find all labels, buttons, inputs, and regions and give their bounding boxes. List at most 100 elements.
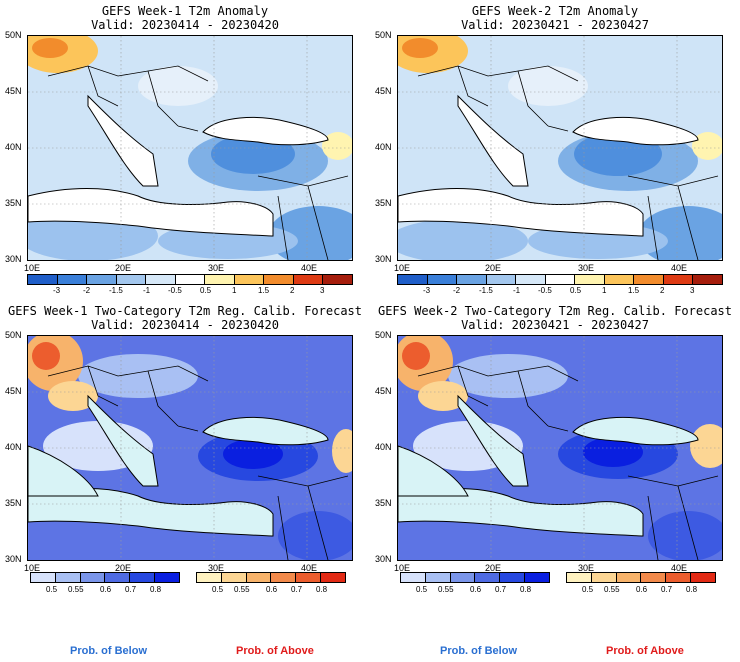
lat-label: 30N xyxy=(5,254,22,264)
panel-title: GEFS Week-1 Two-Category T2m Reg. Calib.… xyxy=(7,304,362,318)
colorbar-label: 0.5 xyxy=(212,585,224,594)
colorbar-label: -0.5 xyxy=(168,286,182,295)
colorbar-label: -3 xyxy=(423,286,431,295)
colorbar-label: 1 xyxy=(232,286,237,295)
panel-week1-anomaly: GEFS Week-1 T2m Anomaly Valid: 20230414 … xyxy=(0,0,370,300)
colorbar-label: -3 xyxy=(53,286,61,295)
lat-label: 40N xyxy=(375,442,392,452)
colorbar-label: 0.5 xyxy=(582,585,594,594)
lon-label: 10E xyxy=(394,563,411,573)
panel-title: GEFS Week-1 T2m Anomaly xyxy=(101,4,269,18)
colorbar-label: -1 xyxy=(143,286,151,295)
anomaly-colorbar xyxy=(397,274,723,285)
lon-label: 20E xyxy=(485,563,502,573)
colorbar-label: 2 xyxy=(290,286,295,295)
anomaly-map xyxy=(27,35,353,261)
colorbar-label: 0.55 xyxy=(604,585,620,594)
panel-week1-probability: GEFS Week-1 Two-Category T2m Reg. Calib.… xyxy=(0,300,370,600)
anomaly-map xyxy=(397,35,723,261)
lat-label: 50N xyxy=(375,30,392,40)
lon-label: 20E xyxy=(485,263,502,273)
colorbar-label: 2 xyxy=(660,286,665,295)
panel-valid-date: Valid: 20230421 - 20230427 xyxy=(461,18,649,32)
lat-label: 40N xyxy=(5,142,22,152)
colorbar-label: 0.7 xyxy=(661,585,673,594)
colorbar-label: -2 xyxy=(453,286,461,295)
legend-above-label: Prob. of Above xyxy=(606,645,684,657)
legend-below-label: Prob. of Below xyxy=(440,645,517,657)
colorbar-label: 0.55 xyxy=(68,585,84,594)
lat-label: 30N xyxy=(5,554,22,564)
panel-valid-date: Valid: 20230421 - 20230427 xyxy=(461,318,649,332)
panel-valid-date: Valid: 20230414 - 20230420 xyxy=(91,318,279,332)
lat-label: 35N xyxy=(375,198,392,208)
lon-label: 40E xyxy=(301,263,318,273)
colorbar-label: 1.5 xyxy=(628,286,640,295)
colorbar-label: 0.55 xyxy=(438,585,454,594)
colorbar-label: 0.8 xyxy=(686,585,698,594)
colorbar-label: 0.5 xyxy=(416,585,428,594)
colorbar-label: 0.7 xyxy=(291,585,303,594)
lon-label: 10E xyxy=(24,563,41,573)
colorbar-label: 0.7 xyxy=(495,585,507,594)
colorbar-label: 0.7 xyxy=(125,585,137,594)
below-colorbar xyxy=(400,572,550,583)
colorbar-label: 0.6 xyxy=(100,585,112,594)
lat-label: 35N xyxy=(5,198,22,208)
colorbar-label: 0.6 xyxy=(470,585,482,594)
above-colorbar xyxy=(566,572,716,583)
lon-label: 40E xyxy=(671,263,688,273)
lon-label: 10E xyxy=(394,263,411,273)
colorbar-label: 3 xyxy=(320,286,325,295)
colorbar-label: -1 xyxy=(513,286,521,295)
colorbar-label: 0.6 xyxy=(266,585,278,594)
lat-label: 35N xyxy=(375,498,392,508)
lat-label: 45N xyxy=(5,86,22,96)
colorbar-label: -0.5 xyxy=(538,286,552,295)
colorbar-label: 0.8 xyxy=(316,585,328,594)
lat-label: 45N xyxy=(375,86,392,96)
colorbar-label: -2 xyxy=(83,286,91,295)
colorbar-label: 0.8 xyxy=(520,585,532,594)
panel-valid-date: Valid: 20230414 - 20230420 xyxy=(91,18,279,32)
anomaly-colorbar xyxy=(27,274,353,285)
colorbar-label: 1.5 xyxy=(258,286,270,295)
colorbar-label: 0.5 xyxy=(570,286,582,295)
colorbar-label: 0.6 xyxy=(636,585,648,594)
lon-label: 30E xyxy=(208,563,225,573)
lat-label: 30N xyxy=(375,554,392,564)
legend-above-label: Prob. of Above xyxy=(236,645,314,657)
panel-title: GEFS Week-2 Two-Category T2m Reg. Calib.… xyxy=(377,304,732,318)
colorbar-label: 0.8 xyxy=(150,585,162,594)
probability-map xyxy=(397,335,723,561)
lat-label: 35N xyxy=(5,498,22,508)
colorbar-label: -1.5 xyxy=(479,286,493,295)
lon-label: 40E xyxy=(301,563,318,573)
lon-label: 10E xyxy=(24,263,41,273)
colorbar-label: 3 xyxy=(690,286,695,295)
lat-label: 30N xyxy=(375,254,392,264)
probability-map xyxy=(27,335,353,561)
lat-label: 40N xyxy=(5,442,22,452)
above-colorbar xyxy=(196,572,346,583)
colorbar-label: 0.5 xyxy=(46,585,58,594)
lat-label: 50N xyxy=(375,330,392,340)
colorbar-label: 1 xyxy=(602,286,607,295)
below-colorbar xyxy=(30,572,180,583)
lon-label: 20E xyxy=(115,563,132,573)
lat-label: 50N xyxy=(5,330,22,340)
panel-title: GEFS Week-2 T2m Anomaly xyxy=(471,4,639,18)
lat-label: 50N xyxy=(5,30,22,40)
panel-week2-anomaly: GEFS Week-2 T2m Anomaly Valid: 20230421 … xyxy=(370,0,740,300)
lon-label: 40E xyxy=(671,563,688,573)
colorbar-label: -1.5 xyxy=(109,286,123,295)
lat-label: 45N xyxy=(5,386,22,396)
lon-label: 30E xyxy=(578,263,595,273)
panel-week2-probability: GEFS Week-2 Two-Category T2m Reg. Calib.… xyxy=(370,300,740,600)
lon-label: 30E xyxy=(578,563,595,573)
colorbar-label: 0.5 xyxy=(200,286,212,295)
colorbar-label: 0.55 xyxy=(234,585,250,594)
lat-label: 40N xyxy=(375,142,392,152)
lon-label: 20E xyxy=(115,263,132,273)
legend-below-label: Prob. of Below xyxy=(70,645,147,657)
